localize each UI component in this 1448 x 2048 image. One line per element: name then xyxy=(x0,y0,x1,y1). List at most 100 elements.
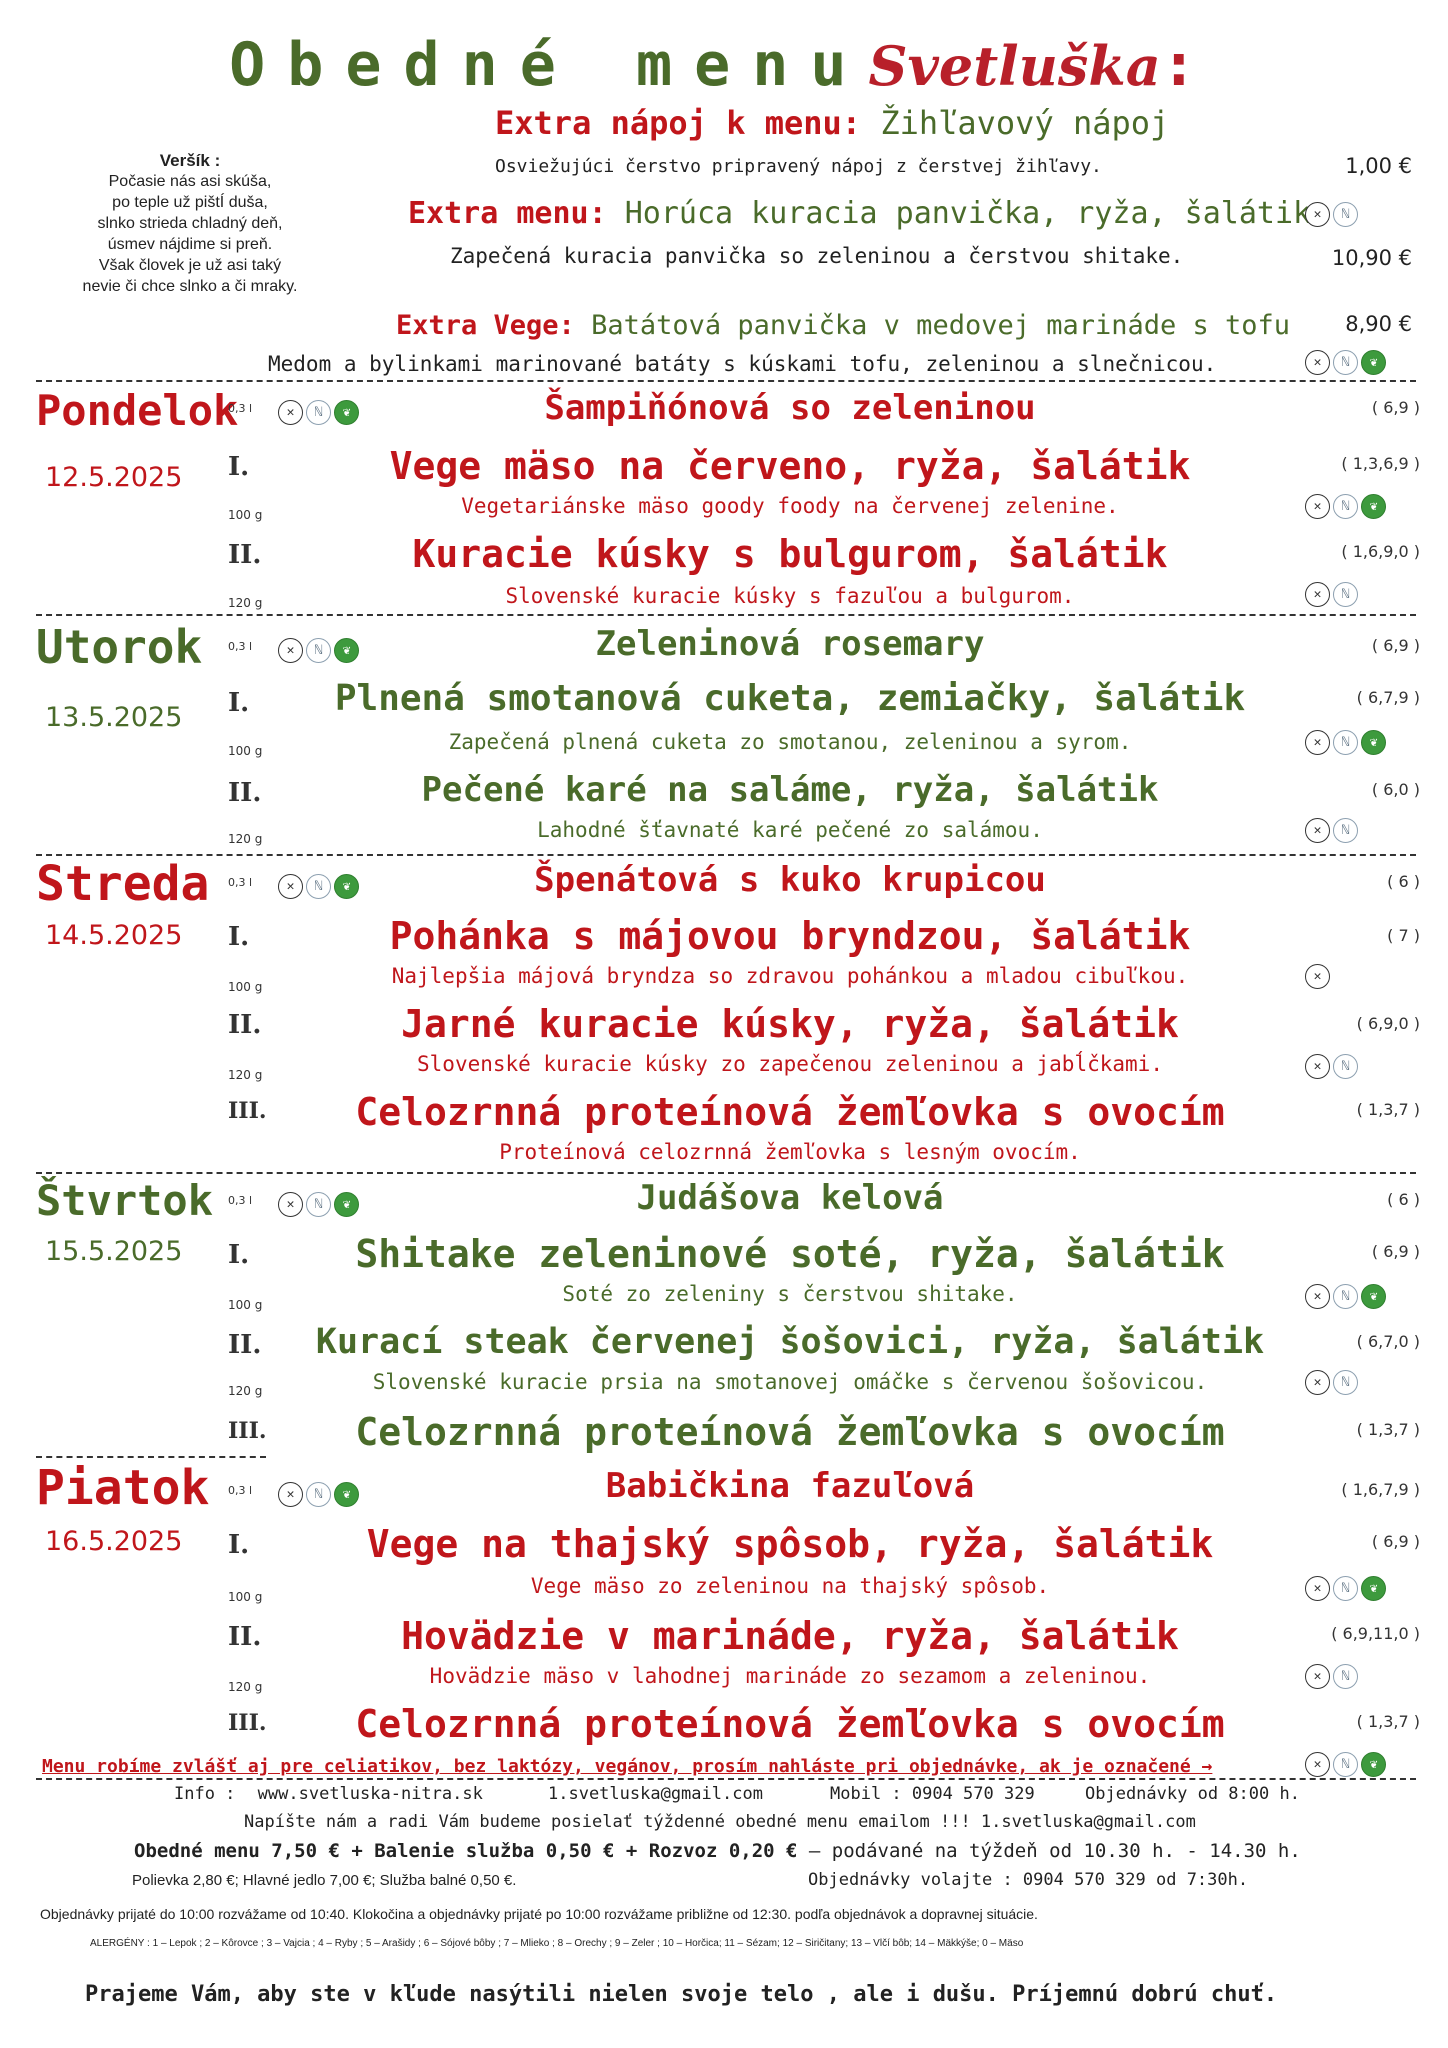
dish-icons: ✕ ℕ ❦ xyxy=(1305,494,1386,519)
gluten-free-icon: ✕ xyxy=(1305,1752,1330,1777)
dish-icons: ✕ ℕ ❦ xyxy=(1305,1576,1386,1601)
dish-icons: ✕ ℕ xyxy=(1305,582,1358,607)
dish-name: Plnená smotanová cuketa, zemiačky, šalát… xyxy=(334,678,1246,719)
day-date: 15.5.2025 xyxy=(45,1236,183,1267)
lactose-free-icon: ℕ xyxy=(1333,1576,1358,1601)
verse-block: Veršík : Počasie nás asi skúša, po teple… xyxy=(50,150,330,297)
gluten-free-icon: ✕ xyxy=(278,1482,303,1507)
closing-wish: Prajeme Vám, aby ste v kľude nasýtili ni… xyxy=(85,1982,1278,2007)
soup-icons: ✕ ℕ ❦ xyxy=(278,400,359,425)
extra-menu-price: 10,90 € xyxy=(1331,246,1412,270)
dish-icons: ✕ ℕ xyxy=(1305,1054,1358,1079)
dish-desc: Slovenské kuracie kúsky zo zapečenou zel… xyxy=(417,1052,1163,1076)
dish-number: III. xyxy=(228,1098,267,1124)
dish-number: I. xyxy=(228,452,250,482)
dish-number: I. xyxy=(228,922,250,952)
dish-weight: 100 g xyxy=(228,1590,263,1604)
special-diet-notice: Menu robíme zvlášť aj pre celiatikov, be… xyxy=(42,1756,1213,1777)
gluten-free-icon: ✕ xyxy=(1305,1576,1330,1601)
dish-icons: ✕ xyxy=(1305,964,1330,989)
dish-desc: Vege mäso zo zeleninou na thajský spôsob… xyxy=(530,1574,1050,1598)
day-name: Štvrtok xyxy=(36,1176,214,1225)
gluten-free-icon: ✕ xyxy=(1305,202,1330,227)
gluten-free-icon: ✕ xyxy=(1305,964,1330,989)
dish-weight: 120 g xyxy=(228,1068,263,1082)
gluten-free-icon: ✕ xyxy=(1305,818,1330,843)
dish-desc: Lahodné šťavnaté karé pečené zo salámou. xyxy=(537,818,1043,842)
soup-volume: 0,3 l xyxy=(228,1484,253,1497)
soup-name: Judášova kelová xyxy=(636,1178,944,1218)
dish-number: II. xyxy=(228,778,262,808)
lactose-free-icon: ℕ xyxy=(306,1192,331,1217)
soup-icons: ✕ ℕ ❦ xyxy=(278,1482,359,1507)
pricing-row: Obedné menu 7,50 € + Balenie služba 0,50… xyxy=(134,1840,1301,1862)
verse-line: úsmev nájdime si preň. xyxy=(107,236,273,253)
extra-drink-label: Extra nápoj k menu: xyxy=(495,104,862,142)
dish-desc: Proteínová celozrnná žemľovka s lesným o… xyxy=(499,1140,1081,1164)
website-link[interactable]: www.svetluska-nitra.sk xyxy=(257,1784,483,1804)
gluten-free-icon: ✕ xyxy=(278,400,303,425)
lactose-free-icon: ℕ xyxy=(1333,1370,1358,1395)
vegan-leaf-icon: ❦ xyxy=(1361,350,1386,375)
lactose-free-icon: ℕ xyxy=(1333,202,1358,227)
extra-vege-desc: Medom a bylinkami marinované batáty s kú… xyxy=(268,352,1217,376)
info-label: Info : xyxy=(174,1784,236,1804)
lactose-free-icon: ℕ xyxy=(1333,1664,1358,1689)
gluten-free-icon: ✕ xyxy=(1305,494,1330,519)
dish-desc: Hovädzie mäso v lahodnej marináde zo sez… xyxy=(429,1664,1151,1688)
verse-line: Však človek je už asi taký xyxy=(98,257,282,274)
dish-number: II. xyxy=(228,1010,262,1040)
extra-menu-name: Horúca kuracia panvička, ryža, šalátik xyxy=(624,196,1312,231)
dish-icons: ✕ ℕ ❦ xyxy=(1305,1284,1386,1309)
dish-desc: Soté zo zeleniny s čerstvou shitake. xyxy=(562,1282,1018,1306)
extra-menu-desc: Zapečená kuracia panvička so zeleninou a… xyxy=(450,244,1184,268)
dish-icons: ✕ ℕ xyxy=(1305,818,1358,843)
separator xyxy=(36,854,1416,856)
dish-name: Celozrnná proteínová žemľovka s ovocím xyxy=(355,1410,1225,1454)
dish-desc: Najlepšia májová bryndza so zdravou pohá… xyxy=(391,964,1189,988)
dish-name: Kurací steak červenej šošovici, ryža, ša… xyxy=(315,1322,1265,1362)
dish-weight: 120 g xyxy=(228,832,263,846)
lactose-free-icon: ℕ xyxy=(1333,1752,1358,1777)
allergen-codes: ( 6 ) xyxy=(1387,1190,1420,1209)
extra-vege-label: Extra Vege: xyxy=(396,310,575,341)
allergen-codes: ( 6,9 ) xyxy=(1371,1242,1420,1261)
verse-line: nevie či chce slnko a či mraky. xyxy=(82,278,298,295)
vegan-leaf-icon: ❦ xyxy=(1361,1284,1386,1309)
pricing-hours: – podávané na týždeň od 10.30 h. - 14.30… xyxy=(808,1840,1301,1862)
allergen-codes: ( 1,6,9,0 ) xyxy=(1341,542,1420,561)
allergen-codes: ( 6,9 ) xyxy=(1371,1532,1420,1551)
allergen-codes: ( 6,7,0 ) xyxy=(1356,1332,1420,1351)
verse-line: slnko strieda chladný deň, xyxy=(97,215,283,232)
email-link[interactable]: 1.svetluska@gmail.com xyxy=(548,1784,763,1804)
delivery-note: Objednávky prijaté do 10:00 rozvážame od… xyxy=(40,1906,1038,1922)
dish-name: Celozrnná proteínová žemľovka s ovocím xyxy=(355,1090,1225,1134)
gluten-free-icon: ✕ xyxy=(278,1192,303,1217)
lactose-free-icon: ℕ xyxy=(306,874,331,899)
vegan-leaf-icon: ❦ xyxy=(334,1192,359,1217)
lactose-free-icon: ℕ xyxy=(306,638,331,663)
dish-desc: Vegetariánske mäso goody foody na červen… xyxy=(461,494,1119,518)
dish-name: Pohánka s májovou bryndzou, šalátik xyxy=(389,914,1191,958)
lactose-free-icon: ℕ xyxy=(1333,1054,1358,1079)
separator xyxy=(36,1456,266,1458)
gluten-free-icon: ✕ xyxy=(278,638,303,663)
soup-name: Babičkina fazuľová xyxy=(605,1466,975,1506)
dish-desc: Slovenské kuracie kúsky s fazuľou a bulg… xyxy=(505,584,1075,608)
dish-name: Shitake zeleninové soté, ryža, šalátik xyxy=(355,1232,1225,1276)
lactose-free-icon: ℕ xyxy=(1333,1284,1358,1309)
extra-vege-name: Batátová panvička v medovej marináde s t… xyxy=(591,310,1291,341)
gluten-free-icon: ✕ xyxy=(1305,1664,1330,1689)
gluten-free-icon: ✕ xyxy=(1305,1054,1330,1079)
day-name: Piatok xyxy=(36,1460,210,1516)
allergen-codes: ( 1,3,7 ) xyxy=(1356,1420,1420,1439)
dish-number: I. xyxy=(228,1240,250,1270)
dish-icons: ✕ ℕ xyxy=(1305,1664,1358,1689)
gluten-free-icon: ✕ xyxy=(278,874,303,899)
extra-vege-price: 8,90 € xyxy=(1345,312,1412,336)
mobile-phone: Mobil : 0904 570 329 xyxy=(830,1784,1035,1804)
day-date: 12.5.2025 xyxy=(45,462,183,493)
allergen-codes: ( 1,6,7,9 ) xyxy=(1341,1480,1420,1499)
dish-desc: Slovenské kuracie prsia na smotanovej om… xyxy=(372,1370,1208,1394)
day-date: 14.5.2025 xyxy=(45,920,183,951)
